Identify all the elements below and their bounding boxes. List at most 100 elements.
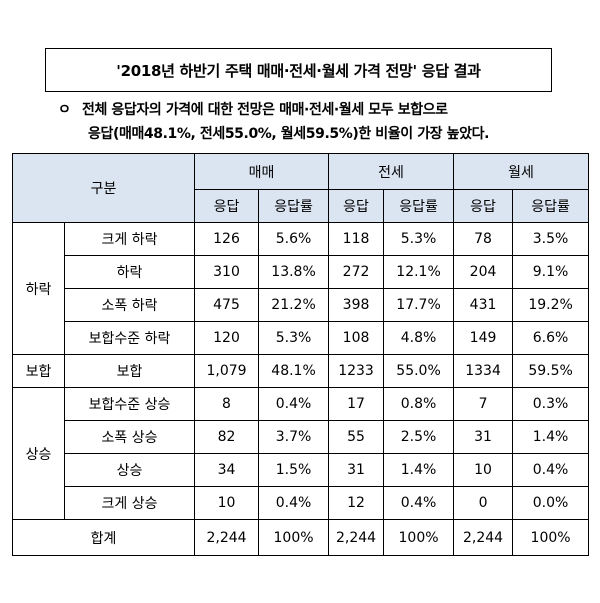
- table-cell: 5.3%: [383, 222, 455, 256]
- summary-text: ㅇ 전체 응답자의 가격에 대한 전망은 매매·전세·월세 모두 보합으로 응답(…: [58, 98, 588, 146]
- table-cell: 78: [453, 222, 514, 256]
- table-row: 보합수준 하락 120 5.3% 108 4.8% 149 6.6%: [13, 321, 590, 355]
- table-cell: 272: [328, 255, 385, 289]
- table-cell: 1233: [328, 354, 385, 388]
- header-category: 구분: [11, 153, 196, 223]
- group-label-rise: 상승: [12, 387, 65, 520]
- header-jeonse: 전세: [328, 153, 455, 190]
- table-cell: 3.7%: [258, 420, 330, 454]
- table-cell: 31: [328, 453, 385, 487]
- table-cell: 5.3%: [258, 321, 330, 355]
- table-cell: 100%: [258, 519, 330, 556]
- table-cell: 310: [194, 255, 260, 289]
- table-row: 하락 310 13.8% 272 12.1% 204 9.1%: [13, 255, 590, 289]
- table-cell: 204: [453, 255, 514, 289]
- row-label: 보합: [63, 354, 196, 388]
- table-cell: 13.8%: [258, 255, 330, 289]
- table-cell: 48.1%: [258, 354, 330, 388]
- table-row: 소폭 하락 475 21.2% 398 17.7% 431 19.2%: [13, 288, 590, 322]
- table-cell: 0.4%: [258, 387, 330, 421]
- summary-line-1-text: 전체 응답자의 가격에 대한 전망은 매매·전세·월세 모두 보합으로: [82, 102, 448, 118]
- table-row: 하락 크게 하락 126 5.6% 118 5.3% 78 3.5%: [12, 222, 590, 355]
- row-label: 상승: [63, 453, 196, 487]
- subheader-rate: 응답률: [383, 189, 455, 223]
- table-cell: 398: [328, 288, 385, 322]
- table-row: 크게 상승 10 0.4% 12 0.4% 0 0.0%: [13, 486, 590, 520]
- bullet-marker: ㅇ: [58, 102, 71, 118]
- table-cell: 5.6%: [258, 222, 330, 256]
- table-cell: 12.1%: [383, 255, 455, 289]
- header-monthly-rent: 월세: [453, 153, 590, 190]
- table-cell: 10: [194, 486, 260, 520]
- row-label: 소폭 하락: [63, 288, 196, 322]
- table-cell: 2,244: [453, 519, 514, 556]
- table-cell: 1334: [453, 354, 514, 388]
- table-cell: 7: [453, 387, 514, 421]
- table-cell: 17.7%: [383, 288, 455, 322]
- table-cell: 0: [453, 486, 514, 520]
- result-table: 구분 매매 전세 월세 응답 응답률 응답 응답률 응답 응답률 하락 크게 하…: [11, 153, 590, 556]
- page-title: '2018년 하반기 주택 매매·전세·월세 가격 전망' 응답 결과: [116, 61, 481, 80]
- row-label: 크게 상승: [63, 486, 196, 520]
- table-cell: 2.5%: [383, 420, 455, 454]
- table-cell: 100%: [512, 519, 590, 556]
- table-row: 상승 34 1.5% 31 1.4% 10 0.4%: [13, 453, 590, 487]
- table-cell: 0.0%: [512, 486, 590, 520]
- table-cell: 149: [453, 321, 514, 355]
- header-sale: 매매: [194, 153, 330, 190]
- table-cell: 118: [328, 222, 385, 256]
- row-label: 하락: [63, 255, 196, 289]
- total-label: 합계: [11, 519, 196, 556]
- table-cell: 126: [194, 222, 260, 256]
- table-cell: 8: [194, 387, 260, 421]
- table-cell: 1.4%: [383, 453, 455, 487]
- table-cell: 1.5%: [258, 453, 330, 487]
- subheader-response: 응답: [453, 189, 514, 223]
- table-cell: 34: [194, 453, 260, 487]
- table-cell: 0.4%: [383, 486, 455, 520]
- subheader-rate: 응답률: [512, 189, 590, 223]
- table-cell: 100%: [383, 519, 455, 556]
- subheader-response: 응답: [328, 189, 385, 223]
- table-cell: 4.8%: [383, 321, 455, 355]
- table-cell: 0.3%: [512, 387, 590, 421]
- subheader-response: 응답: [194, 189, 260, 223]
- table-cell: 431: [453, 288, 514, 322]
- table-cell: 55.0%: [383, 354, 455, 388]
- page-title-box: '2018년 하반기 주택 매매·전세·월세 가격 전망' 응답 결과: [45, 48, 552, 92]
- table-cell: 0.4%: [512, 453, 590, 487]
- table-cell: 10: [453, 453, 514, 487]
- table-cell: 6.6%: [512, 321, 590, 355]
- table-cell: 2,244: [194, 519, 260, 556]
- table-row: 상승 보합수준 상승 8 0.4% 17 0.8% 7 0.3%: [12, 387, 590, 520]
- row-label: 보합수준 상승: [63, 387, 196, 421]
- table-cell: 2,244: [328, 519, 385, 556]
- table-row: 소폭 상승 82 3.7% 55 2.5% 31 1.4%: [13, 420, 590, 454]
- table-cell: 19.2%: [512, 288, 590, 322]
- table-cell: 475: [194, 288, 260, 322]
- subheader-rate: 응답률: [258, 189, 330, 223]
- row-label: 크게 하락: [63, 222, 196, 256]
- total-row: 합계 2,244 100% 2,244 100% 2,244 100%: [11, 519, 590, 556]
- table-cell: 0.4%: [258, 486, 330, 520]
- table-cell: 1.4%: [512, 420, 590, 454]
- group-label-decline: 하락: [12, 222, 65, 355]
- group-label-flat: 보합: [12, 354, 65, 388]
- table-cell: 55: [328, 420, 385, 454]
- table-cell: 12: [328, 486, 385, 520]
- summary-line-1: ㅇ 전체 응답자의 가격에 대한 전망은 매매·전세·월세 모두 보합으로: [58, 98, 588, 122]
- table-cell: 9.1%: [512, 255, 590, 289]
- table-cell: 3.5%: [512, 222, 590, 256]
- summary-line-2: 응답(매매48.1%, 전세55.0%, 월세59.5%)한 비율이 가장 높았…: [88, 126, 489, 142]
- table-cell: 120: [194, 321, 260, 355]
- row-label: 보합수준 하락: [63, 321, 196, 355]
- row-label: 소폭 상승: [63, 420, 196, 454]
- table-cell: 0.8%: [383, 387, 455, 421]
- table-cell: 31: [453, 420, 514, 454]
- table-cell: 108: [328, 321, 385, 355]
- table-row: 보합 보합 1,079 48.1% 1233 55.0% 1334 59.5%: [12, 354, 590, 388]
- table-cell: 1,079: [194, 354, 260, 388]
- table-cell: 21.2%: [258, 288, 330, 322]
- table-cell: 17: [328, 387, 385, 421]
- table-cell: 59.5%: [512, 354, 590, 388]
